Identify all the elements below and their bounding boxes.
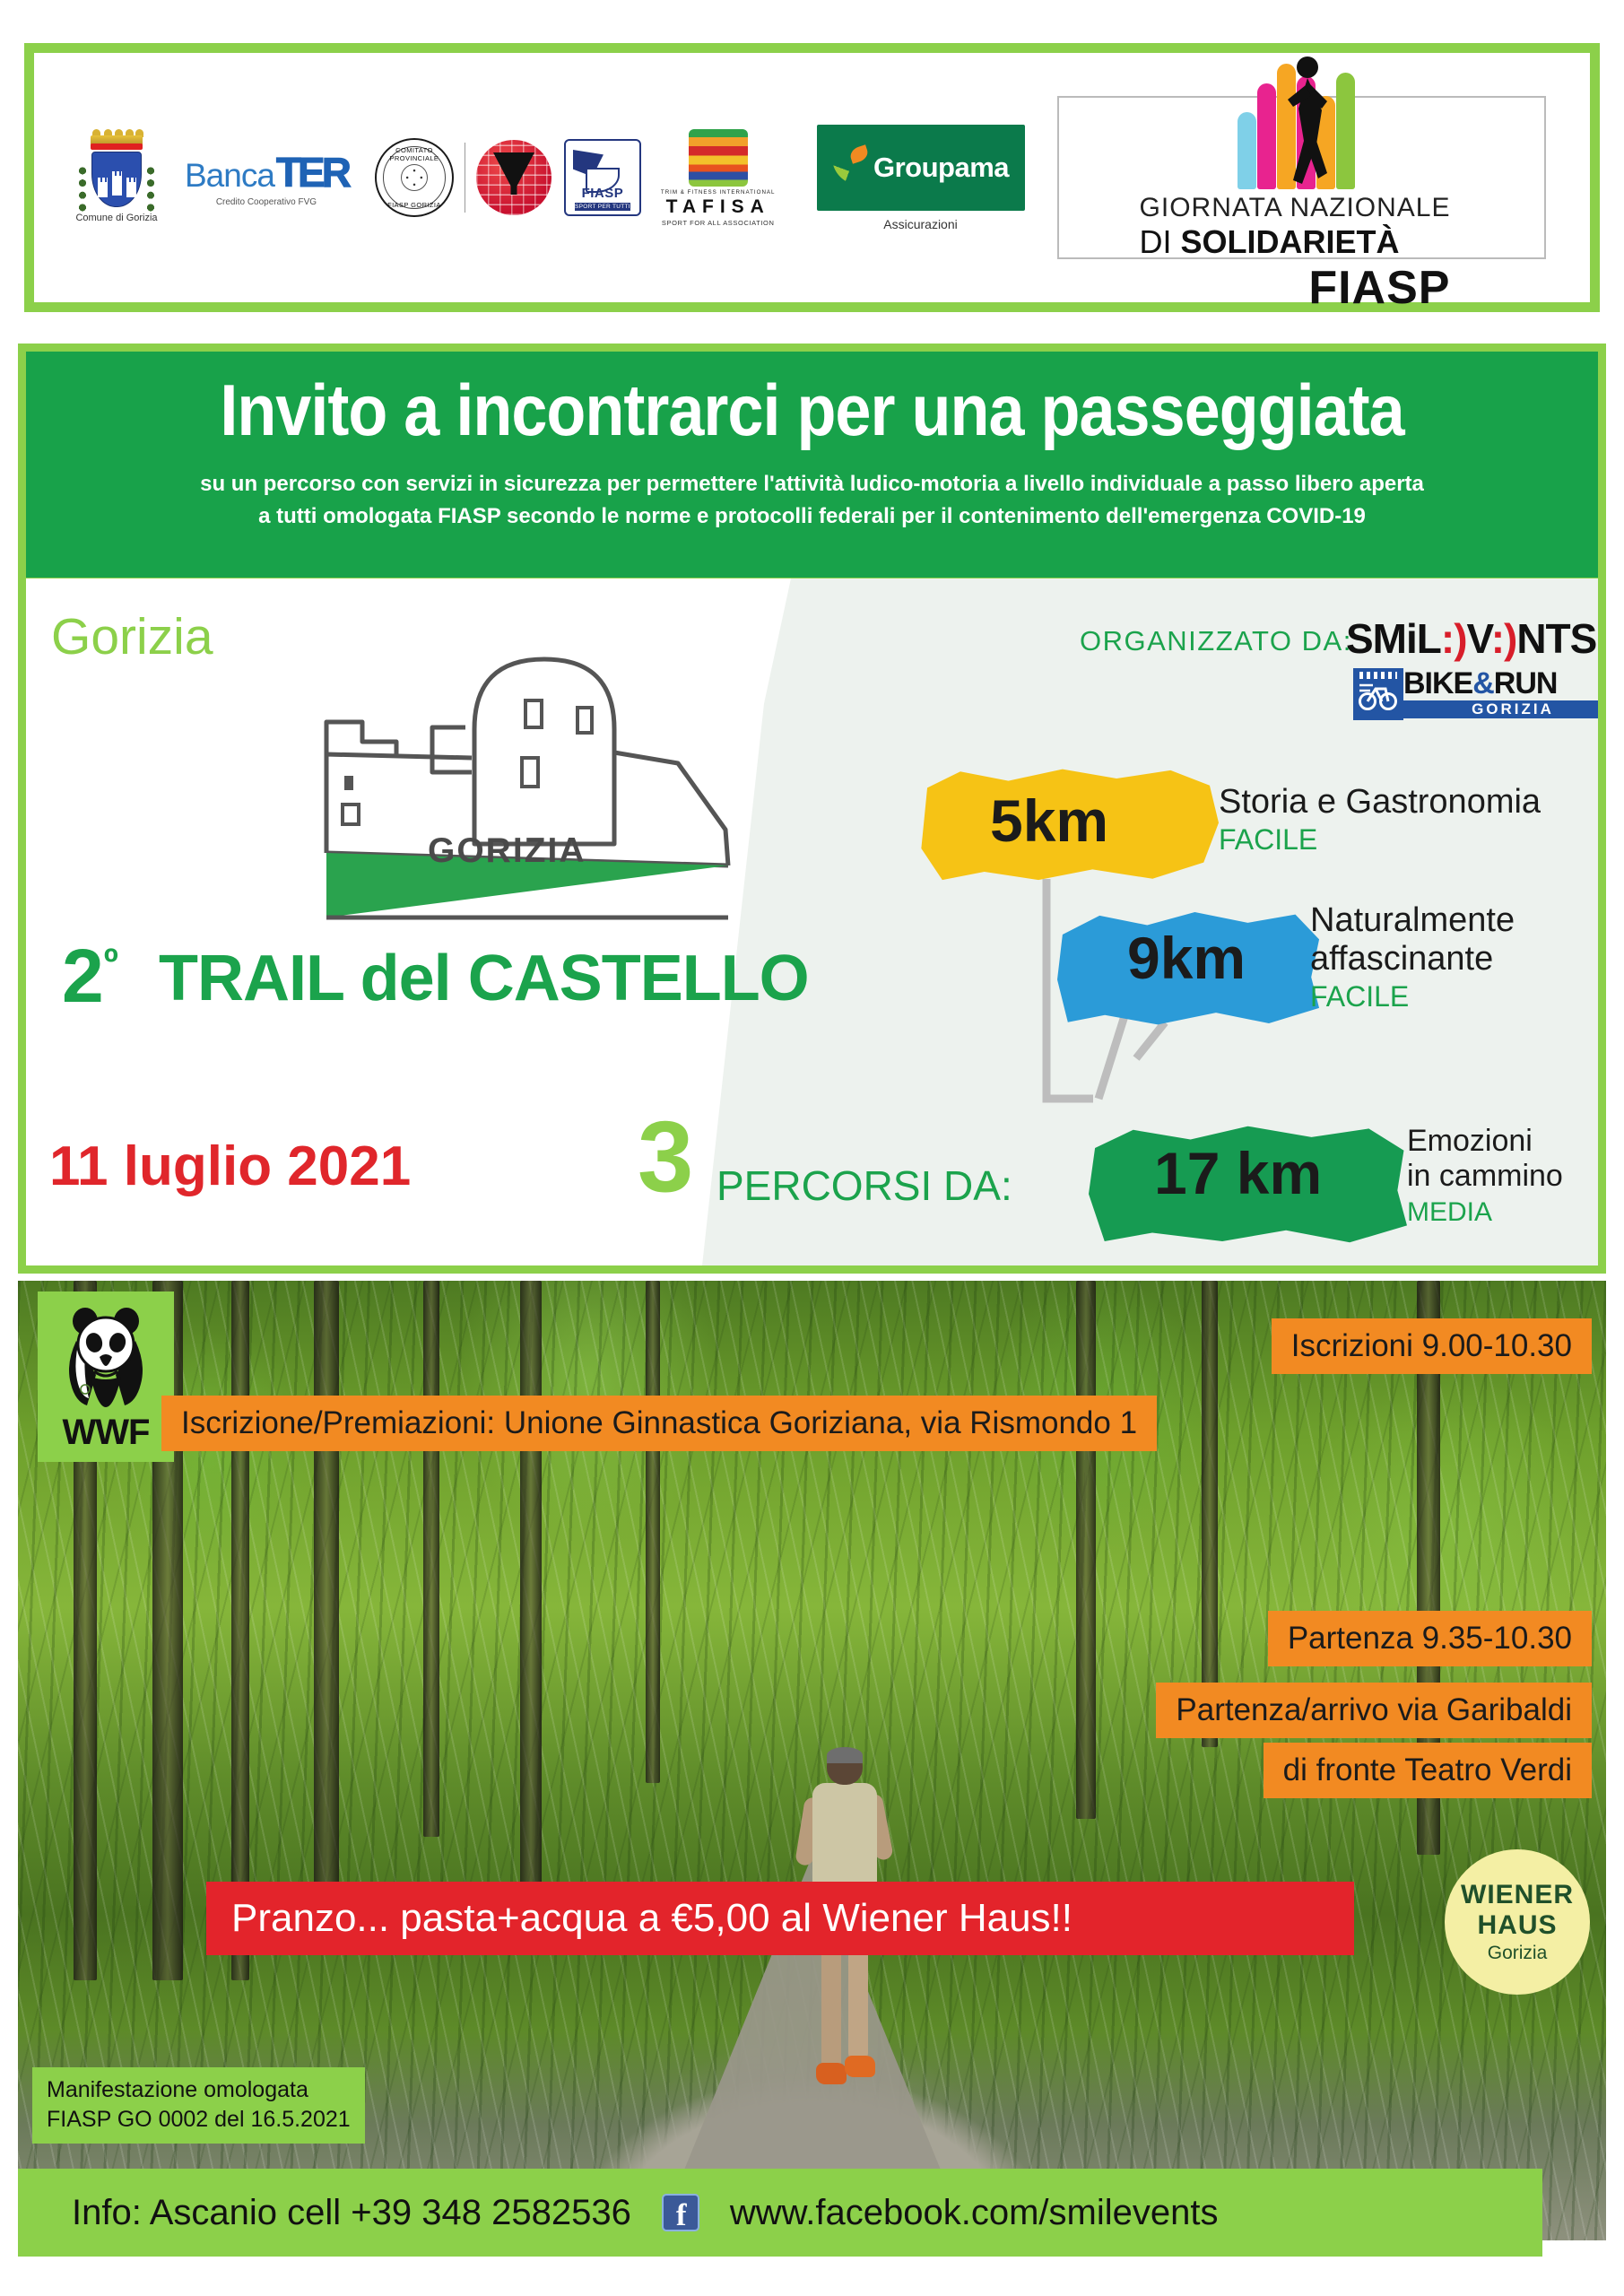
routes-label: PERCORSI DA:: [716, 1162, 1012, 1209]
giornata-nazionale-fiasp-logo: GIORNATA NAZIONALE DI SOLIDARIETÀ FIASP: [1056, 57, 1546, 314]
wwf-logo: WWF: [38, 1292, 174, 1462]
omologazione-note: Manifestazione omologata FIASP GO 0002 d…: [32, 2066, 365, 2144]
route-badge-17km-label: 17 km: [1154, 1140, 1323, 1206]
ivv-logo: [475, 140, 551, 215]
headline-subtitle-line1: su un percorso con servizi in sicurezza …: [200, 472, 1424, 496]
groupama-leaf-icon: [832, 150, 866, 185]
wiener-line2: HAUS: [1477, 1910, 1558, 1940]
route-desc-17km: Emozioni in cammino MEDIA: [1407, 1124, 1563, 1228]
bicycle-icon: [1353, 668, 1403, 720]
routes-count: 3: [638, 1100, 694, 1213]
giornata-line3: FIASP: [1308, 262, 1451, 314]
banca-ter-logo: Banca TER Credito Cooperativo FVG: [185, 148, 352, 208]
castle-icon: [324, 657, 731, 920]
bikerun-end: RUN: [1493, 666, 1559, 700]
route-desc-5km: Storia e Gastronomia FACILE: [1219, 783, 1541, 857]
panda-icon: [69, 1307, 143, 1407]
fiasp-logo: FIASP SPORT PER TUTTI: [563, 139, 641, 216]
tafisa-logo: TRIM & FITNESS INTERNATIONAL TAFISA SPOR…: [660, 128, 776, 227]
info-box-partenza-luogo-2: di fronte Teatro Verdi: [1263, 1743, 1592, 1798]
organized-by-label: ORGANIZZATO DA:: [1080, 625, 1352, 657]
wiener-line3: Gorizia: [1487, 1943, 1548, 1963]
banca-text: Banca: [185, 157, 275, 194]
route-badge-17km-brush: [1089, 1126, 1407, 1243]
groupama-caption: Assicurazioni: [883, 216, 958, 231]
omologazione-line1: Manifestazione omologata: [47, 2076, 308, 2102]
info-box-iscrizione-premiazioni: Iscrizione/Premiazioni: Unione Ginnastic…: [161, 1396, 1158, 1451]
wiener-line1: WIENER: [1461, 1880, 1574, 1909]
route-difficulty-17km: MEDIA: [1407, 1196, 1493, 1227]
facebook-icon[interactable]: f: [661, 2194, 699, 2231]
giornata-line2-bold: SOLIDARIETÀ: [1180, 223, 1400, 260]
route-badge-5km-label: 5km: [990, 787, 1109, 854]
runner-silhouette-icon: [1288, 57, 1328, 184]
bikerun-amp: &: [1472, 666, 1495, 700]
flower-icon: [400, 164, 428, 191]
omologazione-line2: FIASP GO 0002 del 16.5.2021: [47, 2107, 351, 2133]
tafisa-caption: SPORT FOR ALL ASSOCIATION: [661, 218, 775, 227]
giornata-line1: GIORNATA NAZIONALE: [1139, 193, 1451, 222]
bikerun-city: GORIZIA: [1403, 700, 1598, 718]
route-badge-9km-brush: [1057, 911, 1320, 1025]
tafisa-tiny-text: TRIM & FITNESS INTERNATIONAL: [660, 188, 776, 196]
headline-subtitle-line2: a tutti omologata FIASP secondo le norme…: [258, 504, 1366, 528]
city-name: Gorizia: [51, 608, 213, 665]
route-difficulty-9km: FACILE: [1310, 980, 1410, 1013]
bike-and-run-logo: BIKE&RUN GORIZIA: [1353, 666, 1598, 720]
smilevents-logo: SMiL:)V:)NTS: [1346, 615, 1597, 662]
hands-icon: [1234, 40, 1368, 193]
info-box-partenza-luogo: Partenza/arrivo via Garibaldi: [1156, 1683, 1592, 1738]
lunch-banner: Pranzo... pasta+acqua a €5,00 al Wiener …: [206, 1882, 1354, 1955]
headline-panel: Invito a incontrarci per una passeggiata…: [18, 344, 1606, 586]
route-name-9km-line2: affascinante: [1310, 939, 1494, 978]
event-date: 11 luglio 2021: [49, 1135, 412, 1197]
facebook-url[interactable]: www.facebook.com/smilevents: [729, 2192, 1219, 2232]
main-content-panel: Gorizia GORIZIA 2º: [18, 578, 1606, 1274]
comune-caption: Comune di Gorizia: [75, 213, 158, 223]
route-desc-9km: Naturalmente affascinante FACILE: [1310, 901, 1515, 1013]
giornata-line2-light: DI: [1139, 223, 1181, 260]
route-badge-9km-label: 9km: [1127, 925, 1246, 991]
fiasp-tagline: SPORT PER TUTTI: [574, 203, 630, 211]
wwf-label: WWF: [62, 1412, 151, 1452]
route-badge-5km-brush: [921, 769, 1219, 881]
comune-di-gorizia-logo: Comune di Gorizia: [68, 129, 165, 223]
fiasp-name: FIASP: [581, 186, 624, 201]
route-name-17km-line1: Emozioni: [1407, 1124, 1533, 1158]
banca-subtitle: Credito Cooperativo FVG: [215, 197, 317, 207]
seal-top-text: COMITATO PROVINCIALE: [389, 146, 439, 162]
shield-icon: [91, 152, 142, 207]
route-name-17km-line2: in cammino: [1407, 1158, 1563, 1193]
sponsor-logo-bar: Comune di Gorizia Banca TER Credito Coop…: [24, 43, 1600, 314]
wiener-haus-logo: WIENER HAUS Gorizia: [1445, 1849, 1590, 1995]
castle-logo-label: GORIZIA: [428, 831, 586, 870]
route-difficulty-5km: FACILE: [1219, 823, 1318, 856]
crown-icon: [91, 129, 143, 150]
comitato-provinciale-fiasp-seal: COMITATO PROVINCIALE FIASP GORIZIA: [374, 138, 454, 217]
route-name-5km: Storia e Gastronomia: [1219, 783, 1541, 821]
route-name-9km-line1: Naturalmente: [1310, 901, 1515, 939]
info-box-partenza-orario: Partenza 9.35-10.30: [1267, 1611, 1592, 1666]
contact-info: Info: Ascanio cell +39 348 2582536: [72, 2192, 631, 2232]
footer-bar: Info: Ascanio cell +39 348 2582536 f www…: [18, 2169, 1542, 2257]
groupama-name: Groupama: [873, 151, 1010, 183]
edition-number: 2º: [62, 934, 118, 1018]
bikerun-main: BIKE: [1403, 666, 1473, 700]
headline-title: Invito a incontrarci per una passeggiata: [220, 370, 1404, 451]
event-title: TRAIL del CASTELLO: [159, 943, 810, 1014]
castle-illustration: [237, 622, 797, 980]
forest-photo-section: WWF Iscrizioni 9.00-10.30 Iscrizione/Pre…: [18, 1281, 1606, 2240]
info-box-iscrizioni-orario: Iscrizioni 9.00-10.30: [1271, 1318, 1592, 1374]
ter-mark: TER: [275, 149, 352, 196]
groupama-logo: Groupama Assicurazioni: [816, 124, 1025, 231]
tafisa-name: TAFISA: [665, 196, 770, 217]
tafisa-globe-icon: [688, 128, 748, 187]
seal-bottom-text: FIASP GORIZIA: [387, 201, 441, 209]
